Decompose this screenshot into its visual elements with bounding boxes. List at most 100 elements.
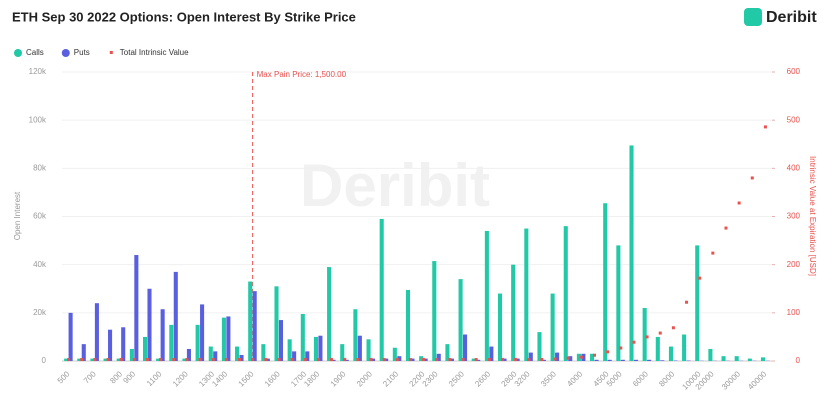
legend-label: Total Intrinsic Value <box>120 48 189 57</box>
intrinsic-dot <box>737 201 741 205</box>
intrinsic-dot <box>711 251 715 255</box>
bar <box>81 344 86 361</box>
bar <box>129 348 134 361</box>
intrinsic-dot <box>514 358 518 362</box>
intrinsic-dot <box>763 125 767 129</box>
bar <box>221 317 226 361</box>
bar <box>511 264 516 361</box>
bar <box>252 291 257 361</box>
intrinsic-dot <box>566 356 570 360</box>
bar <box>721 356 726 361</box>
watermark: Deribit <box>300 152 490 219</box>
bar <box>261 344 266 361</box>
bar <box>620 359 625 361</box>
bar <box>121 327 126 361</box>
x-tick-label: 1600 <box>263 369 282 388</box>
intrinsic-dot <box>698 276 702 280</box>
bar <box>248 281 253 361</box>
intrinsic-dot <box>369 358 373 362</box>
legend-marker <box>109 51 113 54</box>
intrinsic-dot <box>303 358 307 362</box>
x-tick-label: 2300 <box>421 369 440 388</box>
bar <box>142 336 148 361</box>
legend-label: Puts <box>74 48 90 57</box>
bar <box>458 279 463 361</box>
bar <box>103 358 108 361</box>
intrinsic-dot <box>238 358 241 362</box>
bar <box>642 308 647 361</box>
y-tick-label: 60k <box>33 212 47 221</box>
intrinsic-dot <box>316 358 320 362</box>
intrinsic-dot <box>685 300 689 304</box>
intrinsic-dot <box>264 358 268 362</box>
bar <box>226 316 231 361</box>
x-tick-label: 1200 <box>171 369 190 388</box>
bar <box>695 245 700 361</box>
bar <box>489 346 494 361</box>
y-tick-label: 40k <box>33 260 47 269</box>
bar <box>357 335 362 361</box>
bar <box>370 358 376 361</box>
y2-tick-label: 300 <box>787 212 801 221</box>
bar <box>410 358 415 361</box>
x-tick-label: 5000 <box>605 369 624 388</box>
x-tick-label: 40000 <box>746 369 768 391</box>
y-tick-label: 80k <box>33 163 47 172</box>
bar <box>331 359 336 361</box>
intrinsic-dot <box>277 358 281 362</box>
bar <box>186 348 191 361</box>
intrinsic-dot <box>500 358 504 362</box>
bar <box>541 359 546 361</box>
y2-tick-label: 600 <box>787 67 801 76</box>
bar <box>647 359 652 361</box>
intrinsic-dot <box>172 358 176 362</box>
y2-axis-label: Intrinsic Value at Expiration [USD] <box>808 156 817 276</box>
x-tick-label: 2500 <box>447 369 466 388</box>
intrinsic-dot <box>619 346 623 350</box>
bar <box>200 304 205 361</box>
x-tick-label: 900 <box>121 369 137 385</box>
bar <box>581 353 586 361</box>
legend-marker <box>14 49 22 57</box>
bar <box>423 358 428 361</box>
chart-title: ETH Sep 30 2022 Options: Open Interest B… <box>12 9 356 24</box>
bar <box>568 356 573 361</box>
bar <box>616 245 621 361</box>
bar <box>463 334 468 361</box>
x-tick-label: 2600 <box>473 369 492 388</box>
bar <box>287 339 292 361</box>
intrinsic-dot <box>251 358 255 362</box>
intrinsic-dot <box>527 358 531 362</box>
bar <box>239 354 244 361</box>
intrinsic-dot <box>356 358 360 362</box>
bar <box>173 271 178 361</box>
intrinsic-dot <box>750 176 754 180</box>
bar <box>300 314 305 361</box>
bar <box>397 356 402 361</box>
x-tick-label: 1500 <box>237 369 256 388</box>
y-tick-label: 120k <box>29 67 47 76</box>
max-pain-label: Max Pain Price: 1,500.00 <box>257 70 347 79</box>
intrinsic-dot <box>448 358 452 362</box>
x-tick-label: 1800 <box>302 369 321 388</box>
bar <box>537 332 542 361</box>
x-tick-label: 2000 <box>355 369 374 388</box>
bar <box>292 351 297 361</box>
x-tick-label: 4000 <box>565 369 584 388</box>
x-tick-label: 1900 <box>329 369 348 388</box>
intrinsic-dot <box>330 358 334 362</box>
bar <box>278 320 284 361</box>
y2-tick-label: 0 <box>796 356 801 365</box>
bar <box>208 346 213 361</box>
bar <box>445 344 450 361</box>
bar <box>655 336 660 361</box>
intrinsic-dot <box>224 358 228 362</box>
bar <box>195 324 200 361</box>
bar <box>379 218 384 361</box>
intrinsic-dot <box>435 358 439 362</box>
bar <box>734 356 739 361</box>
intrinsic-dot <box>724 226 728 230</box>
y2-tick-label: 400 <box>787 163 801 172</box>
legend-label: Calls <box>26 48 44 57</box>
bar <box>515 358 520 361</box>
